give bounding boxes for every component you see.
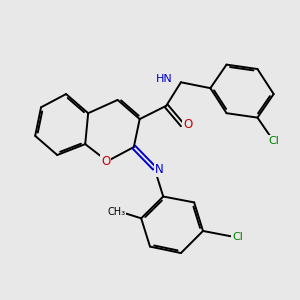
Text: HN: HN — [156, 74, 173, 84]
Text: Cl: Cl — [232, 232, 243, 242]
Text: O: O — [101, 155, 110, 168]
Text: O: O — [183, 118, 192, 131]
Text: CH₃: CH₃ — [107, 207, 125, 217]
Text: N: N — [155, 163, 164, 176]
Text: Cl: Cl — [268, 136, 279, 146]
